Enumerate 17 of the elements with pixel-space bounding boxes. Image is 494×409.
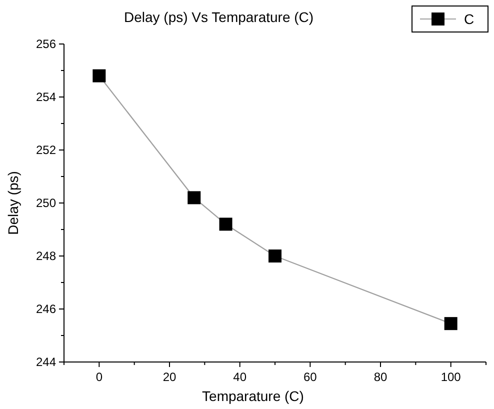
- y-tick-label: 244: [36, 355, 56, 369]
- y-tick-label: 252: [36, 143, 56, 157]
- chart-title: Delay (ps) Vs Temparature (C): [124, 9, 314, 25]
- x-tick-label: 60: [303, 370, 318, 384]
- y-tick-label: 248: [36, 249, 56, 263]
- x-tick-label: 100: [440, 370, 462, 384]
- y-tick-label: 254: [36, 90, 56, 104]
- x-tick-label: 20: [162, 370, 176, 384]
- y-tick-label: 250: [36, 196, 56, 210]
- y-tick-label: 256: [36, 37, 56, 51]
- y-tick-label: 246: [36, 302, 56, 316]
- x-tick-label: 0: [96, 370, 103, 384]
- y-axis-title: Delay (ps): [5, 171, 21, 235]
- x-tick-label: 80: [374, 370, 388, 384]
- legend-label: C: [464, 11, 474, 27]
- x-tick-label: 40: [233, 370, 247, 384]
- x-axis-title: Temparature (C): [202, 388, 304, 404]
